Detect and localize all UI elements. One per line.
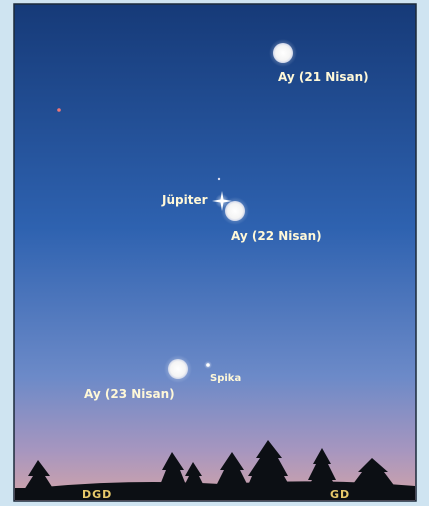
label: Ay (22 Nisan) <box>231 229 322 243</box>
label: Jüpiter <box>161 193 208 207</box>
sky-map: Ay (21 Nisan) Jüpiter Ay (22 Nisan) Spik… <box>0 0 429 506</box>
star <box>57 108 61 112</box>
label: Ay (21 Nisan) <box>278 70 369 84</box>
moon <box>273 43 293 63</box>
star <box>218 178 220 180</box>
spica <box>204 361 212 369</box>
moon <box>168 359 188 379</box>
label: Ay (23 Nisan) <box>84 387 175 401</box>
page: Ay (21 Nisan) Jüpiter Ay (22 Nisan) Spik… <box>0 0 429 506</box>
direction-label: GD <box>330 488 350 501</box>
direction-label: DGD <box>82 488 112 501</box>
label: Spika <box>210 373 241 384</box>
